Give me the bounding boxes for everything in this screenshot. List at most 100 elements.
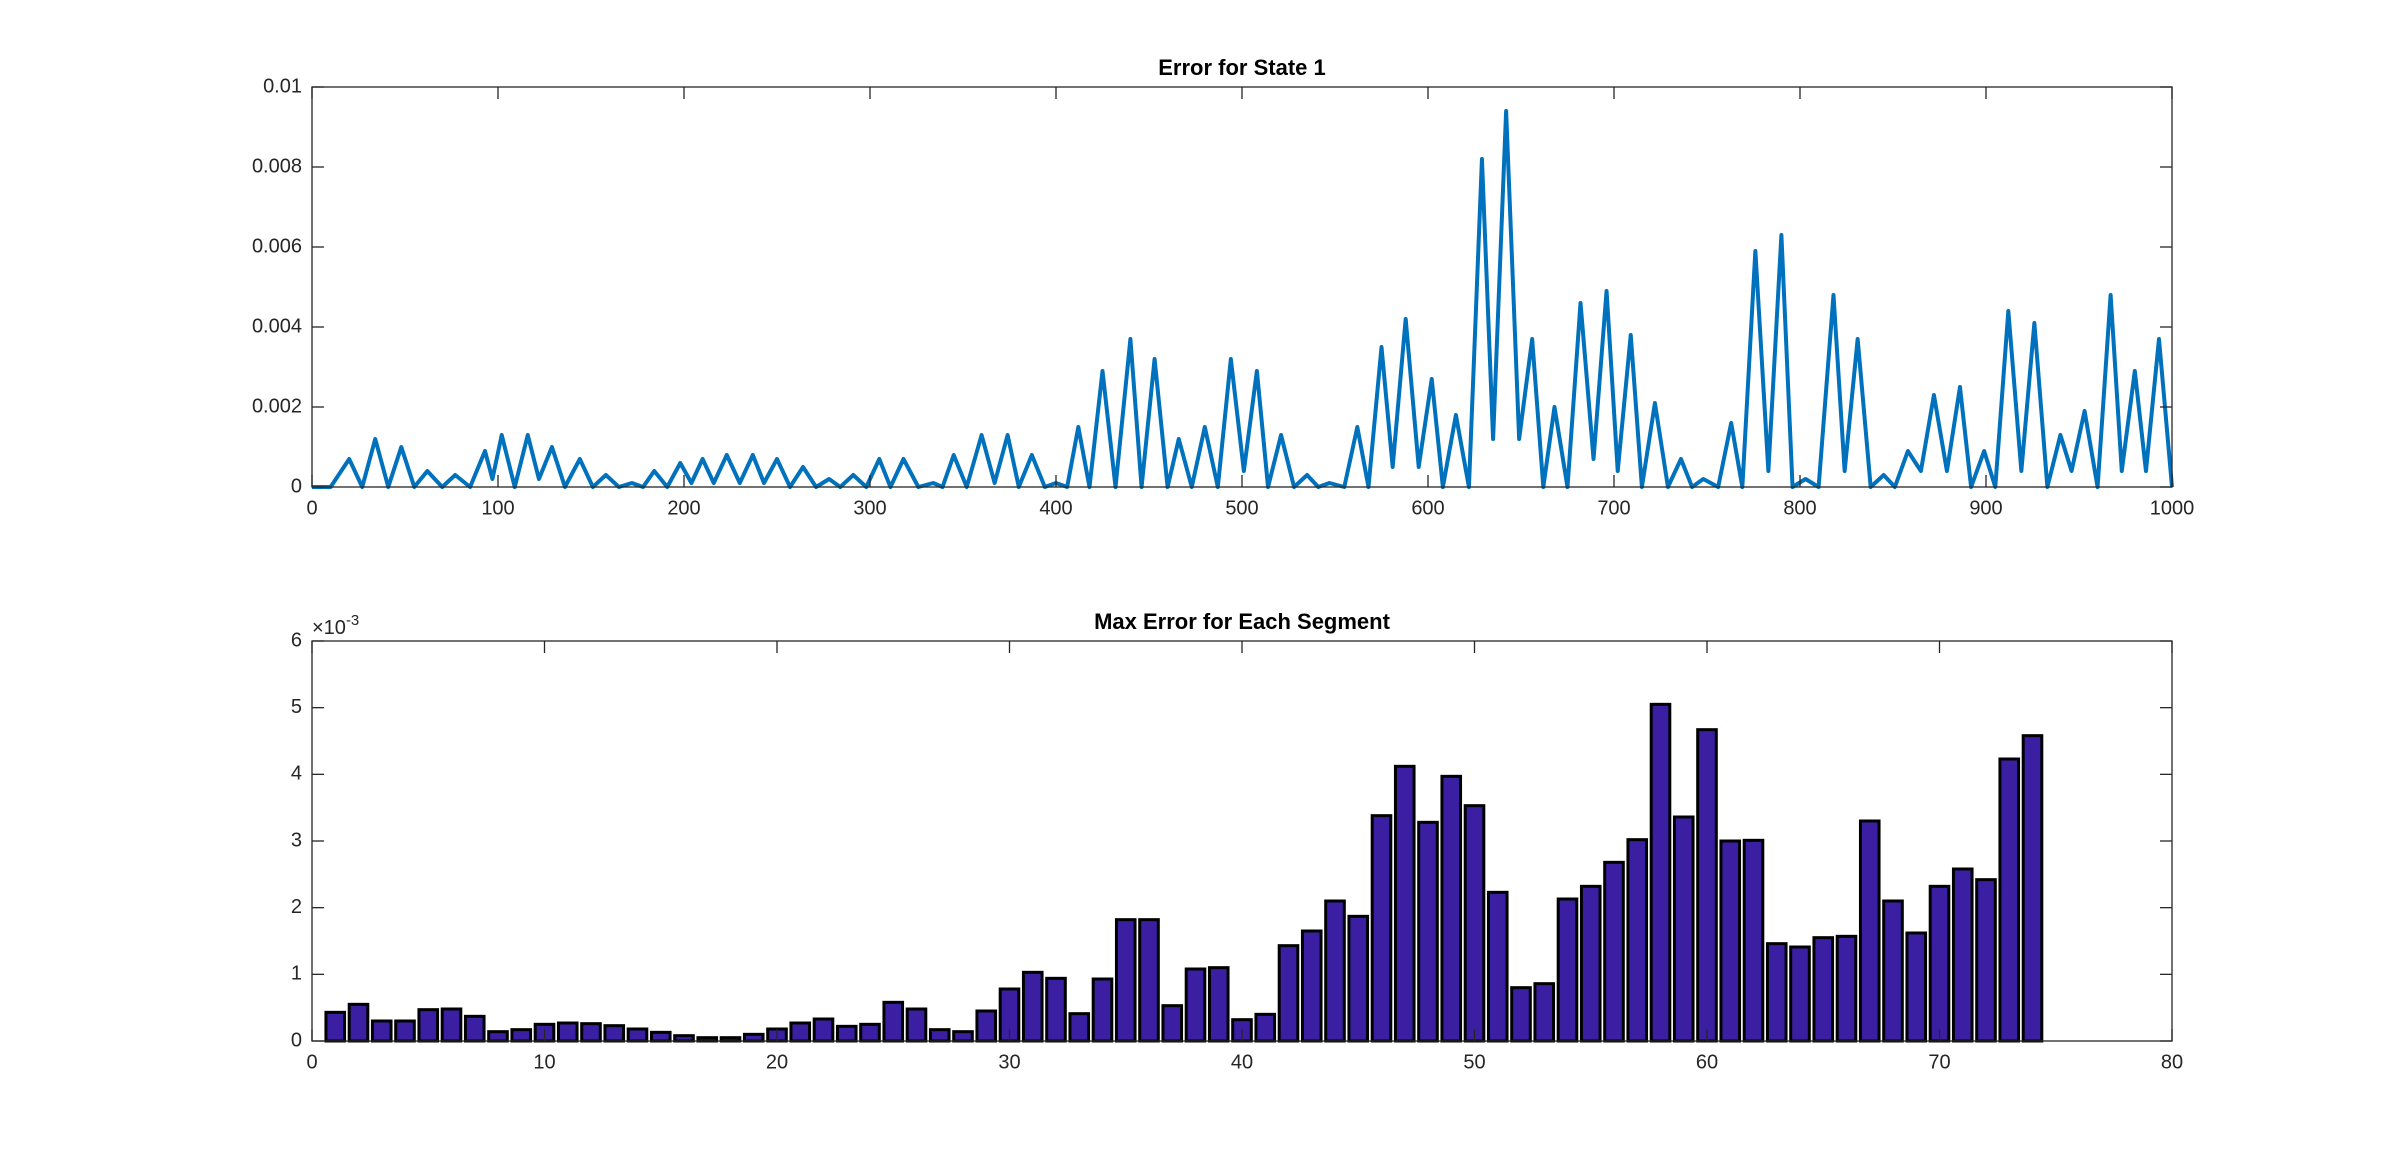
bar [580,1022,602,1043]
x-tick-label: 80 [2161,1051,2183,1073]
bar [1533,982,1556,1043]
bar [1603,860,1625,1043]
bar [859,1022,881,1043]
y-tick-label: 1 [291,963,302,985]
x-tick-label: 30 [998,1051,1020,1073]
bar [882,1000,905,1043]
y-tick-label: 0.002 [252,395,302,417]
bar [510,1028,533,1043]
bar [2021,734,2044,1043]
bar [1696,728,1718,1043]
bar [1068,1012,1091,1043]
y-tick-label: 3 [291,829,302,851]
bar [1091,977,1114,1043]
y-tick-label: 4 [291,763,302,785]
bar [417,1008,440,1043]
bar [463,1014,486,1043]
bar [347,1002,370,1043]
bar [1021,970,1044,1043]
x-tick-label: 300 [853,497,886,519]
bar [1324,899,1346,1043]
x-tick-label: 0 [306,1051,317,1073]
x-tick-label: 900 [1969,497,2002,519]
bar [952,1030,974,1043]
data-line [312,109,2174,489]
bar [1765,942,1788,1043]
bar [673,1034,695,1043]
bar [324,1010,347,1043]
bar [1417,820,1439,1043]
bar [1114,918,1137,1043]
bar [440,1007,463,1043]
y-tick-label: 0 [291,1029,302,1051]
bar [1626,838,1649,1043]
plot-area [312,87,2172,487]
bar [975,1009,998,1043]
x-tick-label: 50 [1463,1051,1485,1073]
bar [1905,931,1928,1043]
bar [1486,890,1509,1043]
bar [1440,774,1463,1043]
x-tick-label: 40 [1231,1051,1253,1073]
bar [1184,967,1207,1043]
bar [1045,976,1067,1043]
x-tick-label: 200 [667,497,700,519]
y-tick-label: 0.008 [252,155,302,177]
x-tick-label: 1000 [2150,497,2195,519]
bar [487,1030,509,1043]
x-tick-label: 60 [1696,1051,1718,1073]
bar [1370,814,1393,1043]
x-tick-label: 70 [1928,1051,1950,1073]
bar [1556,897,1579,1043]
bar [1812,936,1835,1043]
bar [1347,914,1370,1043]
y-tick-label: 5 [291,696,302,718]
bar [1858,819,1881,1043]
bar [812,1017,835,1043]
bar [1882,899,1904,1043]
bar [1138,918,1160,1043]
x-tick-label: 20 [766,1051,788,1073]
bar [556,1021,579,1043]
bar [928,1028,951,1043]
exponent-power: -3 [346,612,359,629]
bar [1835,934,1858,1043]
bar [1277,944,1300,1043]
bar [1579,884,1602,1043]
bar [603,1024,626,1043]
bar [1207,966,1230,1043]
y-tick-label: 0 [291,475,302,497]
y-tick-label: 0.006 [252,235,302,257]
x-tick-label: 700 [1597,497,1630,519]
bar [1928,884,1951,1043]
bar [1300,929,1323,1043]
bar [1254,1012,1277,1043]
y-tick-label: 2 [291,896,302,918]
bar [1161,1004,1184,1043]
x-tick-label: 800 [1783,497,1816,519]
bar [1742,838,1765,1043]
y-tick-label: 6 [291,629,302,651]
bar [905,1007,928,1043]
y-exponent: ×10-3 [312,612,359,639]
bar [394,1019,416,1043]
bar [1951,867,1974,1043]
y-tick-label: 0.01 [263,75,302,97]
chart-title: Max Error for Each Segment [1094,609,1391,634]
bar [1998,757,2021,1043]
chart: Error for State 1 0 100 200 300 400 500 600 700 8… [252,55,2194,519]
bar [1510,986,1532,1043]
x-tick-label: 400 [1039,497,1072,519]
bar [1393,764,1416,1043]
x-tick-label: 0 [306,497,317,519]
bar [1672,815,1695,1043]
x-tick-label: 600 [1411,497,1444,519]
y-tick-label: 0.004 [252,315,302,337]
chart-title: Error for State 1 [1158,55,1326,80]
bar [649,1030,672,1043]
exponent-base: ×10 [312,617,346,639]
bar [835,1024,858,1043]
